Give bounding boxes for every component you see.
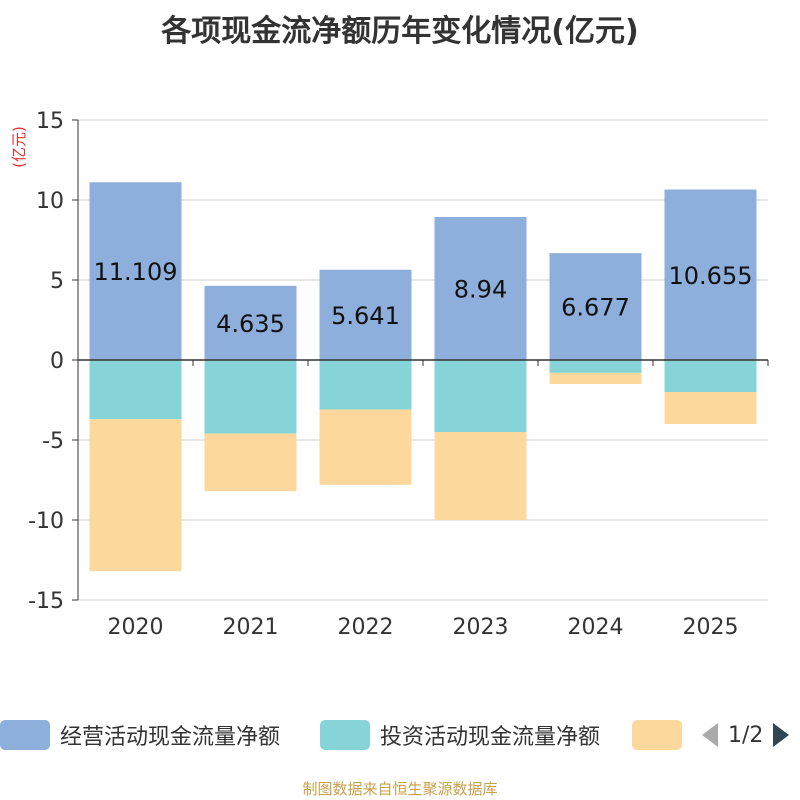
x-tick-label-2021: 2021 (223, 615, 279, 640)
bar-2023-series-1 (434, 360, 527, 432)
chart-title: 各项现金流净额历年变化情况(亿元) (161, 14, 639, 49)
bar-2025-series-2 (664, 392, 757, 424)
data-label-2023: 8.94 (454, 275, 507, 303)
data-label-2024: 6.677 (561, 294, 630, 322)
y-tick-label: 5 (50, 269, 64, 294)
bar-2025-series-1 (664, 360, 757, 392)
x-tick-label-2023: 2023 (453, 615, 509, 640)
x-tick-label-2020: 2020 (108, 615, 164, 640)
legend-label-operating: 经营活动现金流量净额 (60, 725, 281, 750)
bar-2020-series-1 (89, 360, 182, 420)
bar-2024-series-2 (549, 372, 642, 384)
prev-page-icon[interactable] (700, 721, 720, 749)
bar-2021-series-2 (204, 433, 297, 492)
y-tick-label: 0 (50, 349, 64, 374)
y-tick-label: 15 (36, 109, 64, 134)
legend-swatch-financing (632, 720, 682, 750)
data-label-2020: 11.109 (94, 258, 178, 286)
legend-item-financing[interactable] (632, 718, 682, 752)
x-tick-label-2025: 2025 (683, 615, 739, 640)
legend-label-investing: 投资活动现金流量净额 (380, 725, 601, 750)
bar-2020-series-0 (89, 182, 182, 360)
legend-page-indicator: 1/2 (728, 722, 764, 748)
bar-2022-series-2 (319, 409, 412, 485)
legend-swatch-operating (0, 720, 50, 750)
bar-2021-series-1 (204, 360, 297, 434)
x-tick-label-2024: 2024 (568, 615, 624, 640)
bar-2023-series-2 (434, 432, 527, 520)
bar-2023-series-0 (434, 216, 527, 360)
y-axis-label: (亿元) (10, 126, 28, 168)
y-tick-label: -15 (28, 589, 64, 614)
bar-2024-series-1 (549, 360, 642, 373)
bar-2022-series-0 (319, 269, 412, 360)
source-footer: 制图数据来自恒生聚源数据库 (302, 780, 498, 798)
legend-item-operating[interactable]: 经营活动现金流量净额 (0, 718, 280, 752)
cash-flow-chart: 15 10 5 0 -5 -10 -15 (亿元) 11.109 4.635 5.641 8.94 6.… (10, 109, 769, 640)
x-tick-label-2022: 2022 (338, 615, 394, 640)
bar-2020-series-2 (89, 419, 182, 572)
bar-2021-series-0 (204, 285, 297, 360)
data-label-2025: 10.655 (669, 262, 753, 290)
bar-2022-series-1 (319, 360, 412, 410)
data-label-2022: 5.641 (331, 302, 400, 330)
legend-swatch-investing (320, 720, 370, 750)
bar-2024-series-0 (549, 253, 642, 360)
y-tick-label: -5 (42, 429, 64, 454)
next-page-icon[interactable] (771, 721, 791, 749)
data-label-2021: 4.635 (216, 310, 285, 338)
legend-pager: 1/2 (700, 718, 791, 752)
legend-item-investing[interactable]: 投资活动现金流量净额 (320, 718, 600, 752)
y-tick-label: 10 (36, 189, 64, 214)
bar-2025-series-0 (664, 189, 757, 360)
y-tick-label: -10 (28, 509, 64, 534)
